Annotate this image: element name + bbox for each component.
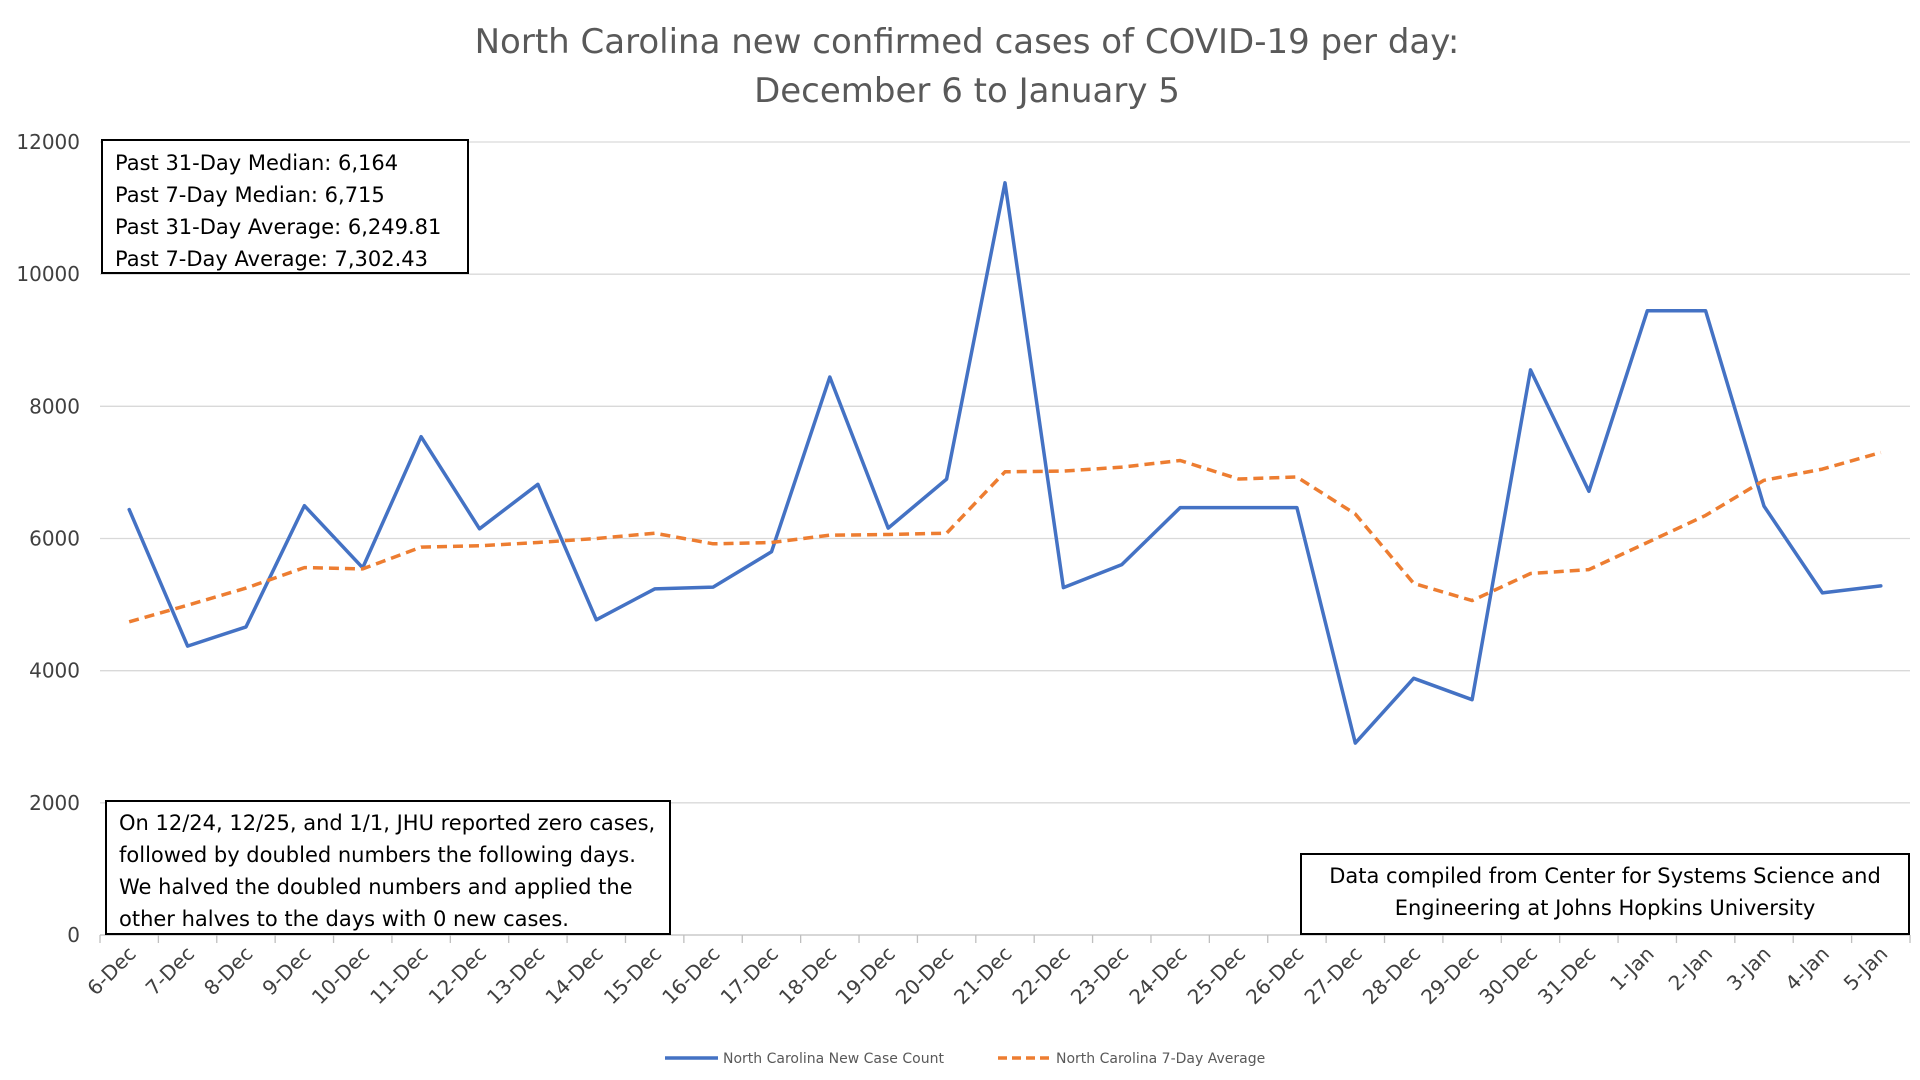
y-tick-label: 0: [67, 923, 80, 947]
x-axis: 6-Dec 7-Dec 8-Dec 9-Dec10-Dec11-Dec12-Dec13…: [82, 934, 1911, 1009]
note-line: other halves to the days with 0 new case…: [119, 907, 569, 931]
y-tick-label: 2000: [29, 791, 80, 815]
x-tick-label: 30-Dec: [1475, 942, 1542, 1009]
x-tick-label: 23-Dec: [1066, 942, 1133, 1009]
note-line: followed by doubled numbers the followin…: [119, 843, 636, 867]
y-tick-label: 8000: [29, 394, 80, 418]
x-tick-label: 7-Dec: [141, 942, 199, 1000]
x-tick-label: 5-Jan: [1839, 942, 1893, 996]
x-tick-label: 26-Dec: [1241, 942, 1308, 1009]
x-tick-label: 20-Dec: [891, 942, 958, 1009]
chart-title: North Carolina new confirmed cases of CO…: [475, 22, 1460, 62]
x-tick-label: 19-Dec: [832, 942, 899, 1009]
y-tick-label: 4000: [29, 659, 80, 683]
y-axis: 0 2000 4000 6000 8000 10000 12000: [16, 130, 80, 947]
source-line: Data compiled from Center for Systems Sc…: [1329, 864, 1881, 888]
x-tick-label: 31-Dec: [1533, 942, 1600, 1009]
series-line-new-cases: [127, 181, 1883, 745]
x-tick-label: 2-Jan: [1664, 942, 1718, 996]
source-line: Engineering at Johns Hopkins University: [1394, 896, 1816, 920]
legend-label-7day-average: North Carolina 7-Day Average: [1056, 1051, 1265, 1067]
x-tick-label: 24-Dec: [1124, 942, 1191, 1009]
x-tick-label: 6-Dec: [82, 942, 140, 1000]
plot-area: [127, 181, 1883, 745]
x-tick-label: 16-Dec: [657, 942, 724, 1009]
x-tick-label: 13-Dec: [482, 942, 549, 1009]
x-tick-label: 22-Dec: [1007, 942, 1074, 1009]
x-tick-label: 18-Dec: [774, 942, 841, 1009]
x-tick-label: 25-Dec: [1183, 942, 1250, 1009]
x-tick-label: 27-Dec: [1299, 942, 1366, 1009]
stats-summary-box: Past 31-Day Median: 6,164 Past 7-Day Med…: [101, 139, 469, 274]
methodology-note-box: On 12/24, 12/25, and 1/1, JHU reported z…: [105, 800, 671, 935]
y-tick-label: 10000: [16, 262, 80, 286]
legend-label-new-cases: North Carolina New Case Count: [723, 1051, 944, 1067]
series-line-7day-average: [128, 450, 1882, 624]
x-tick-label: 14-Dec: [540, 942, 607, 1009]
x-tick-label: 28-Dec: [1358, 942, 1425, 1009]
x-tick-label: 12-Dec: [424, 942, 491, 1009]
x-tick-label: 11-Dec: [365, 942, 432, 1009]
y-tick-label: 6000: [29, 527, 80, 551]
stats-line-31day-median: Past 31-Day Median: 6,164: [115, 151, 399, 175]
x-tick-label: 10-Dec: [307, 942, 374, 1009]
data-source-box: Data compiled from Center for Systems Sc…: [1300, 853, 1910, 935]
x-tick-label: 15-Dec: [599, 942, 666, 1009]
x-tick-label: 4-Jan: [1780, 942, 1834, 996]
stats-line-7day-average: Past 7-Day Average: 7,302.43: [115, 247, 429, 271]
stats-line-31day-average: Past 31-Day Average: 6,249.81: [115, 215, 442, 239]
x-tick-label: 8-Dec: [199, 942, 257, 1000]
note-line: On 12/24, 12/25, and 1/1, JHU reported z…: [119, 811, 656, 835]
note-line: We halved the doubled numbers and applie…: [119, 875, 633, 899]
x-tick-label: 1-Jan: [1605, 942, 1659, 996]
x-tick-label: 29-Dec: [1416, 942, 1483, 1009]
stats-line-7day-median: Past 7-Day Median: 6,715: [115, 183, 385, 207]
x-tick-label: 17-Dec: [716, 942, 783, 1009]
x-tick-label: 21-Dec: [949, 942, 1016, 1009]
legend: North Carolina New Case Count North Caro…: [665, 1051, 1265, 1067]
chart-subtitle: December 6 to January 5: [754, 71, 1180, 111]
x-tick-label: 3-Jan: [1722, 942, 1776, 996]
y-tick-label: 12000: [16, 130, 80, 154]
